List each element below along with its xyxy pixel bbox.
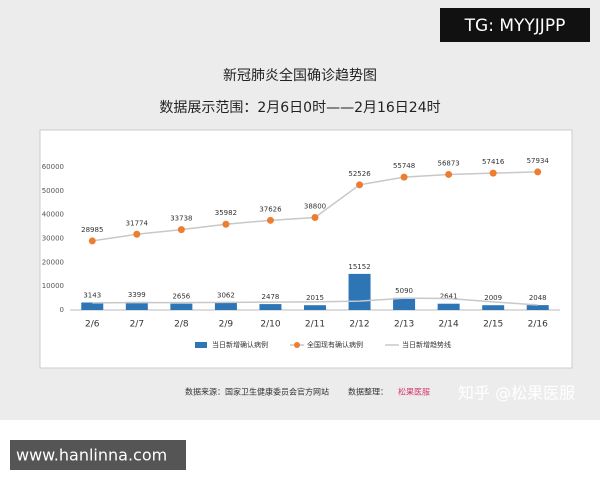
- point-label: 33738: [170, 215, 192, 223]
- bar: [304, 305, 326, 310]
- bar-label: 2641: [440, 293, 458, 301]
- x-tick-label: 2/13: [394, 320, 414, 330]
- point-label: 57416: [482, 158, 505, 166]
- bar: [526, 305, 549, 310]
- legend-label: 全国现有确认病例: [307, 340, 363, 349]
- bar: [125, 301, 148, 310]
- point: [489, 169, 497, 177]
- point-label: 37626: [259, 205, 282, 213]
- logo: 松果医服: [398, 387, 430, 397]
- point-label: 38800: [304, 203, 326, 211]
- bar-label: 2478: [262, 293, 280, 301]
- x-tick-label: 2/9: [219, 320, 234, 330]
- legend-label: 当日新增确认病例: [212, 340, 268, 349]
- point: [222, 220, 230, 228]
- website: www.hanlinna.com: [16, 446, 167, 465]
- y-tick-label: 10000: [42, 282, 64, 290]
- bar: [437, 303, 460, 310]
- point-label: 31774: [126, 219, 149, 227]
- tag-box: [440, 8, 590, 42]
- point: [400, 173, 408, 181]
- x-tick-label: 2/15: [483, 320, 503, 330]
- source: 数据来源：国家卫生健康委员会官方网站: [185, 387, 329, 397]
- bar: [259, 304, 282, 310]
- x-tick-label: 2/14: [439, 320, 459, 330]
- y-tick-label: 30000: [42, 235, 64, 243]
- y-tick-label: 0: [60, 306, 64, 314]
- bar-label: 2009: [484, 294, 502, 302]
- point: [311, 214, 319, 222]
- point: [534, 168, 542, 176]
- x-tick-label: 2/8: [174, 320, 189, 330]
- point: [266, 216, 274, 224]
- website-box: [10, 440, 186, 470]
- y-tick-label: 20000: [42, 258, 64, 266]
- bar-label: 2656: [172, 293, 190, 301]
- point-label: 57934: [527, 157, 550, 165]
- bar-label: 3399: [128, 291, 146, 299]
- legend-swatch: [195, 342, 207, 348]
- point-label: 56873: [437, 159, 459, 167]
- bar: [81, 302, 104, 310]
- bar-label: 2015: [306, 294, 324, 302]
- bar: [482, 305, 505, 310]
- bar: [170, 303, 193, 310]
- point: [177, 226, 185, 234]
- point-label: 55748: [393, 162, 415, 170]
- trend-line: [92, 297, 538, 306]
- x-tick-label: 2/10: [260, 320, 280, 330]
- x-tick-label: 2/16: [528, 320, 548, 330]
- x-tick-label: 2/6: [85, 320, 100, 330]
- bar-label: 15152: [348, 263, 370, 271]
- point: [445, 170, 453, 178]
- organizer: 数据整理：: [348, 387, 388, 397]
- tag: TG: MYYJJPP: [464, 16, 566, 36]
- bar: [214, 302, 237, 310]
- point-label: 52526: [348, 170, 371, 178]
- y-tick-label: 40000: [42, 211, 64, 219]
- point: [133, 230, 141, 238]
- chart-subtitle: 数据展示范围：2月6日0时——2月16日24时: [159, 99, 440, 116]
- x-tick-label: 2/11: [305, 320, 325, 330]
- plot-panel: [39, 129, 573, 369]
- bar: [348, 273, 371, 310]
- y-tick-label: 60000: [42, 163, 64, 171]
- point: [356, 181, 364, 189]
- point-label: 28985: [81, 226, 103, 234]
- bar-label: 3143: [83, 292, 101, 300]
- legend-swatch: [294, 342, 300, 348]
- y-tick-label: 50000: [42, 187, 64, 195]
- legend-label: 当日新增趋势线: [402, 340, 451, 349]
- point: [88, 237, 96, 245]
- x-tick-label: 2/7: [130, 320, 144, 330]
- bar: [393, 297, 416, 310]
- point-label: 35982: [215, 209, 237, 217]
- x-tick-label: 2/12: [349, 320, 369, 330]
- bar-label: 3062: [217, 292, 235, 300]
- watermark: 知乎 @松果医服: [458, 384, 575, 403]
- chart-title: 新冠肺炎全国确诊趋势图: [223, 67, 377, 84]
- bar-label: 5090: [395, 287, 413, 295]
- bar-label: 2048: [529, 294, 547, 302]
